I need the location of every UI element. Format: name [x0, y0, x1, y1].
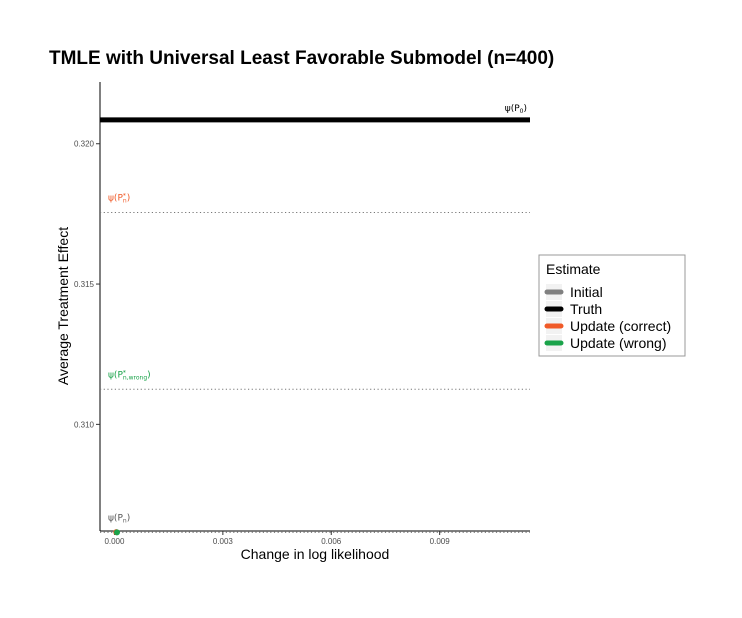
- legend-label: Update (correct): [570, 318, 671, 334]
- legend-label: Update (wrong): [570, 335, 667, 351]
- y-tick-label: 0.315: [74, 280, 95, 289]
- data-point-update-wrong: [113, 529, 120, 536]
- y-tick-label: 0.310: [74, 420, 95, 429]
- legend-box: [538, 254, 686, 357]
- x-tick-label: 0.009: [430, 537, 451, 546]
- y-axis-label: Average Treatment Effect: [55, 227, 71, 385]
- x-tick-label: 0.003: [213, 537, 234, 546]
- chart-title: TMLE with Universal Least Favorable Subm…: [49, 48, 554, 69]
- legend-title: Estimate: [546, 261, 601, 277]
- plot-area: 0.000 0.003 0.006 0.009 0.310 0.315 0.320 ψ(P0)…: [74, 82, 530, 546]
- x-tick-label: 0.006: [321, 537, 342, 546]
- legend-label: Truth: [570, 301, 602, 317]
- x-tick-label: 0.000: [104, 537, 125, 546]
- y-tick-label: 0.320: [74, 140, 95, 149]
- x-axis-label: Change in log likelihood: [241, 546, 390, 562]
- annotation-update-correct: ψ(P* n): [108, 192, 130, 204]
- annotation-initial: ψ(Pn): [108, 513, 130, 524]
- legend-label: Initial: [570, 284, 603, 300]
- annotation-truth: ψ(P0): [505, 104, 527, 115]
- annotation-update-wrong: ψ(P* n,wrong): [108, 369, 151, 381]
